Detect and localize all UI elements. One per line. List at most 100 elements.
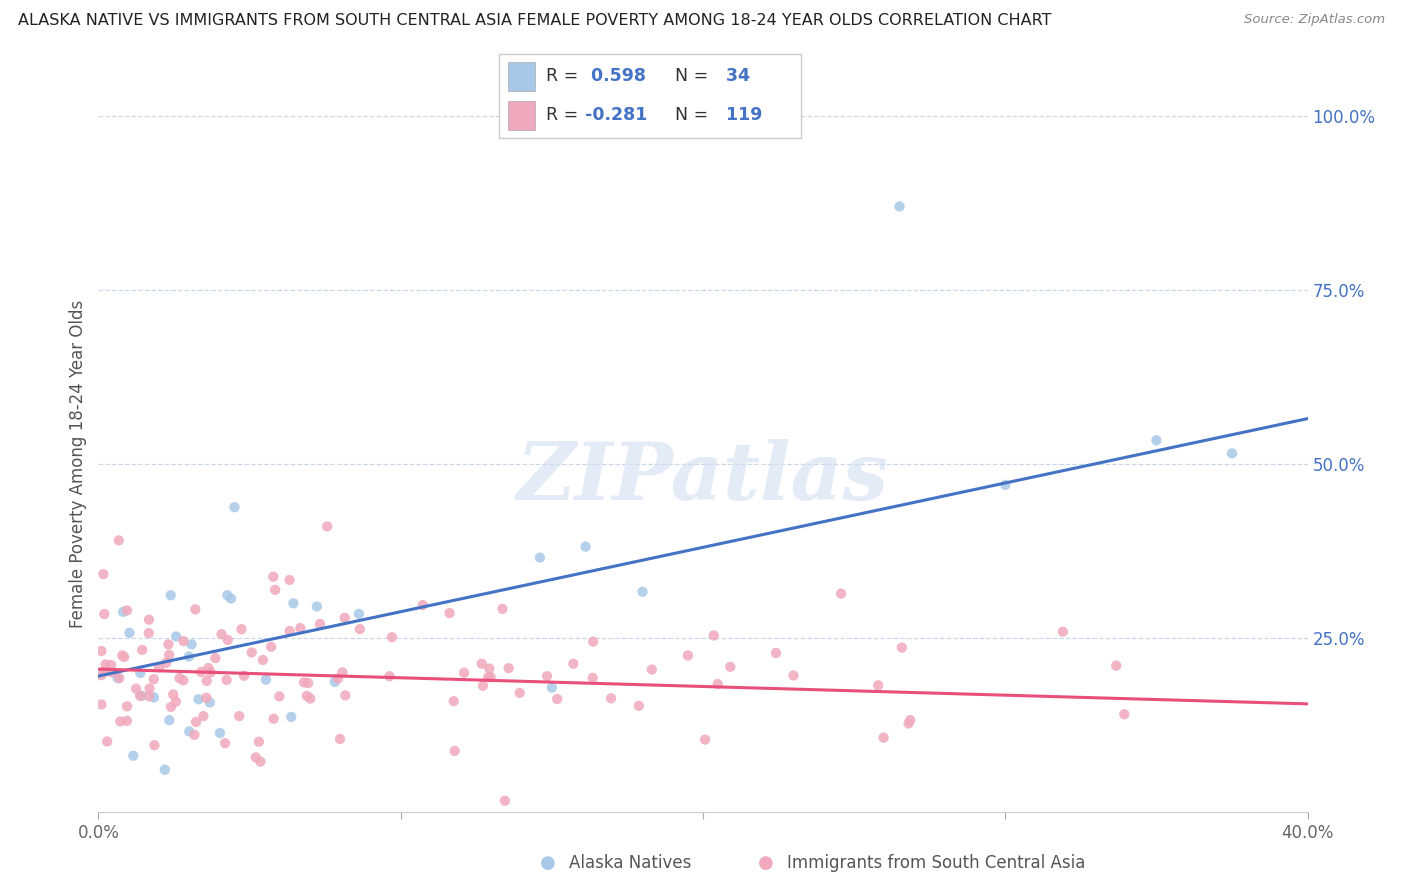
Point [269,690,291,704]
Point [183,728,205,742]
Point [217,632,239,647]
Point [994,478,1017,492]
Point [110,714,132,729]
Point [198,696,221,710]
Point [280,710,302,724]
Point [378,669,401,683]
Point [453,665,475,680]
Text: N =: N = [664,68,714,86]
Point [155,656,177,670]
Text: ●: ● [758,855,775,872]
Point [693,732,716,747]
Text: ●: ● [540,855,557,872]
Point [142,690,165,705]
Point [676,648,699,663]
Point [204,651,226,665]
Point [115,714,138,728]
Point [169,671,191,685]
Point [471,657,494,671]
Point [412,598,434,612]
Point [889,199,911,213]
Text: R =: R = [546,68,583,86]
Point [157,637,180,651]
Point [254,673,277,687]
Point [718,660,741,674]
Bar [508,62,536,91]
Point [93,665,115,679]
Point [231,622,253,636]
Point [582,634,605,648]
Point [197,661,219,675]
Point [233,669,256,683]
Text: -0.281: -0.281 [585,106,648,124]
Point [159,588,181,602]
Point [165,630,187,644]
Point [278,573,301,587]
Point [240,645,263,659]
Point [162,688,184,702]
Point [200,665,222,680]
Point [472,679,495,693]
Point [184,602,207,616]
Point [177,649,200,664]
Point [540,681,562,695]
Point [107,671,129,685]
Point [316,519,339,533]
Point [90,668,112,682]
Point [347,607,370,621]
Point [264,582,287,597]
Point [138,626,160,640]
Point [546,692,568,706]
Point [252,653,274,667]
Point [600,691,623,706]
Point [172,673,194,688]
Point [263,712,285,726]
Point [479,670,502,684]
Point [323,675,346,690]
Point [283,596,305,610]
Point [93,607,115,621]
Y-axis label: Female Poverty Among 18-24 Year Olds: Female Poverty Among 18-24 Year Olds [69,300,87,628]
Point [443,744,465,758]
Point [131,689,153,703]
Point [208,726,231,740]
Point [115,603,138,617]
Point [326,672,349,686]
Point [299,691,322,706]
Point [703,628,725,642]
Point [224,500,246,515]
Point [627,698,650,713]
Text: ZIPatlas: ZIPatlas [517,439,889,516]
Point [100,658,122,673]
Point [262,570,284,584]
Point [1052,624,1074,639]
Point [290,621,312,635]
Point [211,627,233,641]
Point [631,584,654,599]
Point [782,668,804,682]
Text: Alaska Natives: Alaska Natives [569,855,692,872]
Point [107,533,129,548]
Point [138,681,160,696]
Point [148,660,170,674]
Point [153,763,176,777]
Text: Source: ZipAtlas.com: Source: ZipAtlas.com [1244,13,1385,27]
Point [187,692,209,706]
Point [122,748,145,763]
Text: Immigrants from South Central Asia: Immigrants from South Central Asia [787,855,1085,872]
Point [249,755,271,769]
Point [641,663,664,677]
Point [138,613,160,627]
Point [180,637,202,651]
Point [90,698,112,712]
Point [96,734,118,748]
Point [108,671,131,685]
Point [1114,707,1136,722]
Point [582,671,605,685]
Point [439,606,461,620]
Point [1144,434,1167,448]
Text: R =: R = [546,106,583,124]
Point [247,735,270,749]
Point [295,689,318,703]
Point [118,625,141,640]
